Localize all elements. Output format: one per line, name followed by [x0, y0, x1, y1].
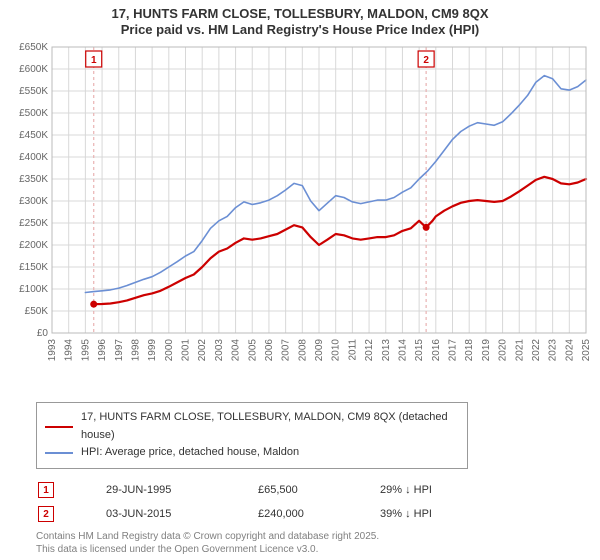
attribution-line2: This data is licensed under the Open Gov… — [36, 544, 592, 557]
sale-marker-dot — [90, 300, 97, 307]
x-tick-label: 2012 — [364, 338, 375, 361]
plot-svg: £0 £50K £100K £150K £200K £250K £300K £350K £400… — [8, 43, 592, 373]
legend-label: HPI: Average price, detached house, Mald… — [81, 444, 299, 462]
y-tick-label: £250K — [19, 218, 48, 229]
sale-marker-dot — [423, 223, 430, 230]
x-tick-label: 2023 — [548, 338, 559, 361]
x-tick-label: 2013 — [381, 338, 392, 361]
x-tick-label: 2008 — [297, 338, 308, 361]
x-tick-label: 2021 — [514, 338, 525, 361]
sales-table-row: 1 29-JUN-1995£65,50029% ↓ HPI — [38, 479, 590, 501]
title-line1: 17, HUNTS FARM CLOSE, TOLLESBURY, MALDON… — [8, 6, 592, 22]
x-tick-label: 2024 — [564, 338, 575, 361]
chart-title: 17, HUNTS FARM CLOSE, TOLLESBURY, MALDON… — [8, 6, 592, 39]
sale-delta: 39% ↓ HPI — [380, 503, 590, 525]
y-tick-label: £550K — [19, 86, 48, 97]
plot-area: £0 £50K £100K £150K £200K £250K £300K £350K £400… — [8, 43, 592, 397]
y-tick-label: £600K — [19, 64, 48, 75]
sales-table: 1 29-JUN-1995£65,50029% ↓ HPI 2 03-JUN-2015… — [36, 477, 592, 527]
chart-container: 17, HUNTS FARM CLOSE, TOLLESBURY, MALDON… — [0, 0, 600, 560]
y-tick-label: £50K — [25, 306, 49, 317]
x-tick-label: 1995 — [80, 338, 91, 361]
sale-delta: 29% ↓ HPI — [380, 479, 590, 501]
x-tick-label: 2017 — [448, 338, 459, 361]
legend-row: 17, HUNTS FARM CLOSE, TOLLESBURY, MALDON… — [45, 409, 459, 444]
x-tick-label: 2004 — [231, 338, 242, 361]
y-tick-label: £400K — [19, 152, 48, 163]
legend: 17, HUNTS FARM CLOSE, TOLLESBURY, MALDON… — [36, 402, 468, 469]
legend-swatch — [45, 426, 73, 428]
x-tick-label: 1994 — [64, 338, 75, 361]
x-tick-label: 2014 — [397, 338, 408, 361]
x-tick-label: 2019 — [481, 338, 492, 361]
sale-marker-number: 2 — [423, 55, 429, 66]
y-tick-label: £650K — [19, 43, 48, 53]
x-tick-label: 2020 — [498, 338, 509, 361]
y-tick-label: £200K — [19, 240, 48, 251]
y-tick-label: £150K — [19, 262, 48, 273]
sales-table-row: 2 03-JUN-2015£240,00039% ↓ HPI — [38, 503, 590, 525]
x-tick-label: 2000 — [164, 338, 175, 361]
x-tick-label: 1997 — [114, 338, 125, 361]
attribution-line1: Contains HM Land Registry data © Crown c… — [36, 531, 592, 544]
x-tick-label: 2018 — [464, 338, 475, 361]
x-tick-label: 1996 — [97, 338, 108, 361]
x-tick-label: 2015 — [414, 338, 425, 361]
y-tick-label: £100K — [19, 284, 48, 295]
attribution: Contains HM Land Registry data © Crown c… — [36, 531, 592, 556]
x-tick-label: 2005 — [247, 338, 258, 361]
legend-swatch — [45, 452, 73, 454]
x-tick-label: 2025 — [581, 338, 592, 361]
x-tick-label: 2002 — [197, 338, 208, 361]
x-tick-label: 2001 — [181, 338, 192, 361]
x-tick-label: 2010 — [331, 338, 342, 361]
y-tick-label: £350K — [19, 174, 48, 185]
y-tick-label: £0 — [37, 328, 49, 339]
x-tick-label: 1999 — [147, 338, 158, 361]
y-tick-label: £300K — [19, 196, 48, 207]
sale-date: 03-JUN-2015 — [106, 503, 256, 525]
x-tick-label: 2009 — [314, 338, 325, 361]
sale-date: 29-JUN-1995 — [106, 479, 256, 501]
x-tick-label: 2016 — [431, 338, 442, 361]
legend-label: 17, HUNTS FARM CLOSE, TOLLESBURY, MALDON… — [81, 409, 459, 444]
x-tick-label: 2022 — [531, 338, 542, 361]
x-tick-label: 2003 — [214, 338, 225, 361]
x-tick-label: 2011 — [347, 338, 358, 360]
x-tick-label: 2007 — [281, 338, 292, 361]
title-line2: Price paid vs. HM Land Registry's House … — [8, 22, 592, 38]
x-tick-label: 2006 — [264, 338, 275, 361]
x-tick-label: 1993 — [47, 338, 58, 361]
sale-price: £240,000 — [258, 503, 378, 525]
legend-row: HPI: Average price, detached house, Mald… — [45, 444, 459, 462]
sale-marker-legend-box: 1 — [38, 482, 54, 498]
sale-marker-legend-box: 2 — [38, 506, 54, 522]
sale-price: £65,500 — [258, 479, 378, 501]
y-tick-label: £450K — [19, 130, 48, 141]
y-tick-label: £500K — [19, 108, 48, 119]
x-tick-label: 1998 — [130, 338, 141, 361]
sale-marker-number: 1 — [91, 55, 97, 66]
